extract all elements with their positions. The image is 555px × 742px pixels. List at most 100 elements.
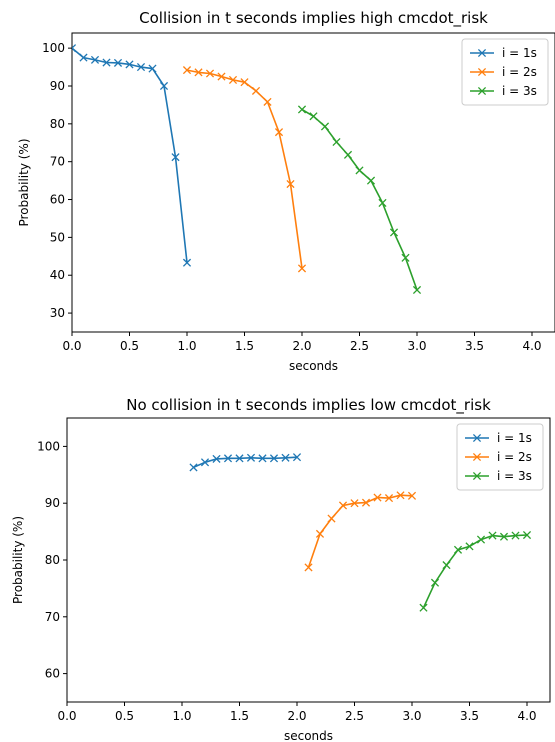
legend: i = 1s i = 2s i = 3s [461, 38, 549, 106]
legend-label: i = 3s [502, 84, 537, 98]
legend-marker [477, 67, 487, 77]
data-point [217, 72, 226, 81]
y-tick-label: 70 [50, 155, 65, 169]
y-tick-label: 90 [45, 496, 60, 510]
data-point [499, 532, 509, 541]
series-line [301, 108, 418, 291]
legend-marker [477, 48, 487, 58]
data-point [182, 66, 192, 75]
data-point [136, 63, 146, 72]
x-tick-label: 1.0 [172, 709, 191, 723]
x-tick-label: 0.5 [120, 339, 139, 353]
x-tick-label: 3.0 [402, 709, 421, 723]
legend-entry: i = 2s [465, 450, 532, 464]
y-tick-label: 30 [50, 306, 65, 320]
x-axis-label: seconds [284, 729, 333, 742]
series-line [422, 534, 528, 609]
data-point [309, 112, 318, 121]
data-point [251, 86, 261, 95]
legend-label: i = 1s [497, 431, 532, 445]
y-tick-label: 60 [45, 667, 60, 681]
x-tick-label: 1.5 [230, 709, 249, 723]
data-point [350, 499, 359, 508]
data-point [396, 491, 405, 500]
data-point [378, 198, 387, 207]
data-point [182, 258, 192, 267]
x-tick-label: 1.0 [177, 339, 196, 353]
legend-marker [472, 471, 482, 481]
x-tick-label: 2.5 [345, 709, 364, 723]
chart-title: No collision in t seconds implies low cm… [126, 396, 491, 415]
legend-entry: i = 3s [470, 84, 537, 98]
x-tick-label: 3.0 [407, 339, 426, 353]
data-point [281, 453, 290, 462]
chart-2: No collision in t seconds implies low cm… [11, 396, 551, 742]
x-tick-label: 1.5 [235, 339, 254, 353]
series-2 [304, 491, 417, 572]
legend: i = 1s i = 2s i = 3s [456, 423, 544, 491]
legend-marker [472, 433, 482, 443]
data-point [343, 150, 353, 159]
legend-entry: i = 3s [465, 469, 532, 483]
plot-frame [71, 32, 555, 333]
series-3 [419, 530, 532, 612]
data-point [430, 578, 440, 587]
chart-1: Collision in t seconds implies high cmcd… [17, 9, 555, 373]
legend-entry: i = 1s [470, 46, 537, 60]
x-tick-label: 2.0 [292, 339, 311, 353]
chart-title: Collision in t seconds implies high cmcd… [139, 9, 488, 28]
data-point [79, 53, 88, 62]
x-tick-label: 0.0 [62, 339, 81, 353]
data-point [384, 494, 394, 503]
legend-box [456, 423, 544, 491]
data-point [72, 44, 77, 53]
data-point [419, 603, 428, 612]
series-2 [182, 66, 307, 273]
series-1 [189, 453, 302, 472]
data-point [269, 454, 279, 463]
data-point [286, 179, 295, 189]
data-point [194, 68, 203, 77]
data-point [361, 498, 371, 507]
data-point [205, 69, 215, 78]
legend-marker [477, 86, 487, 96]
series-line [186, 69, 303, 269]
data-point [297, 105, 307, 114]
data-point [327, 514, 336, 523]
data-point [511, 531, 520, 540]
data-point [522, 530, 532, 540]
data-point [212, 454, 221, 463]
legend-marker [472, 452, 482, 462]
data-point [442, 561, 451, 570]
data-point [412, 285, 422, 295]
x-axis-label: seconds [289, 359, 338, 373]
y-axis-label: Probability (%) [11, 516, 25, 604]
data-point [297, 264, 307, 273]
data-point [401, 253, 410, 262]
y-tick-label: 40 [50, 268, 65, 282]
series-line [307, 494, 413, 568]
data-point [488, 531, 497, 540]
x-tick-label: 0.5 [115, 709, 134, 723]
data-point [171, 153, 180, 162]
x-tick-label: 4.0 [517, 709, 536, 723]
x-tick-label: 2.0 [287, 709, 306, 723]
data-point [90, 55, 100, 64]
data-point [355, 166, 364, 175]
data-point [453, 545, 463, 554]
data-point [332, 137, 341, 147]
data-point [189, 463, 198, 472]
x-tick-label: 2.5 [350, 339, 369, 353]
x-tick-label: 0.0 [57, 709, 76, 723]
data-point [407, 491, 417, 500]
data-point [263, 97, 272, 106]
data-point [258, 454, 267, 463]
data-point [366, 176, 376, 185]
data-point [113, 58, 123, 67]
data-point [159, 81, 169, 91]
series-3 [297, 105, 422, 295]
legend-entry: i = 1s [465, 431, 532, 445]
y-tick-label: 90 [50, 79, 65, 93]
data-point [240, 78, 249, 87]
